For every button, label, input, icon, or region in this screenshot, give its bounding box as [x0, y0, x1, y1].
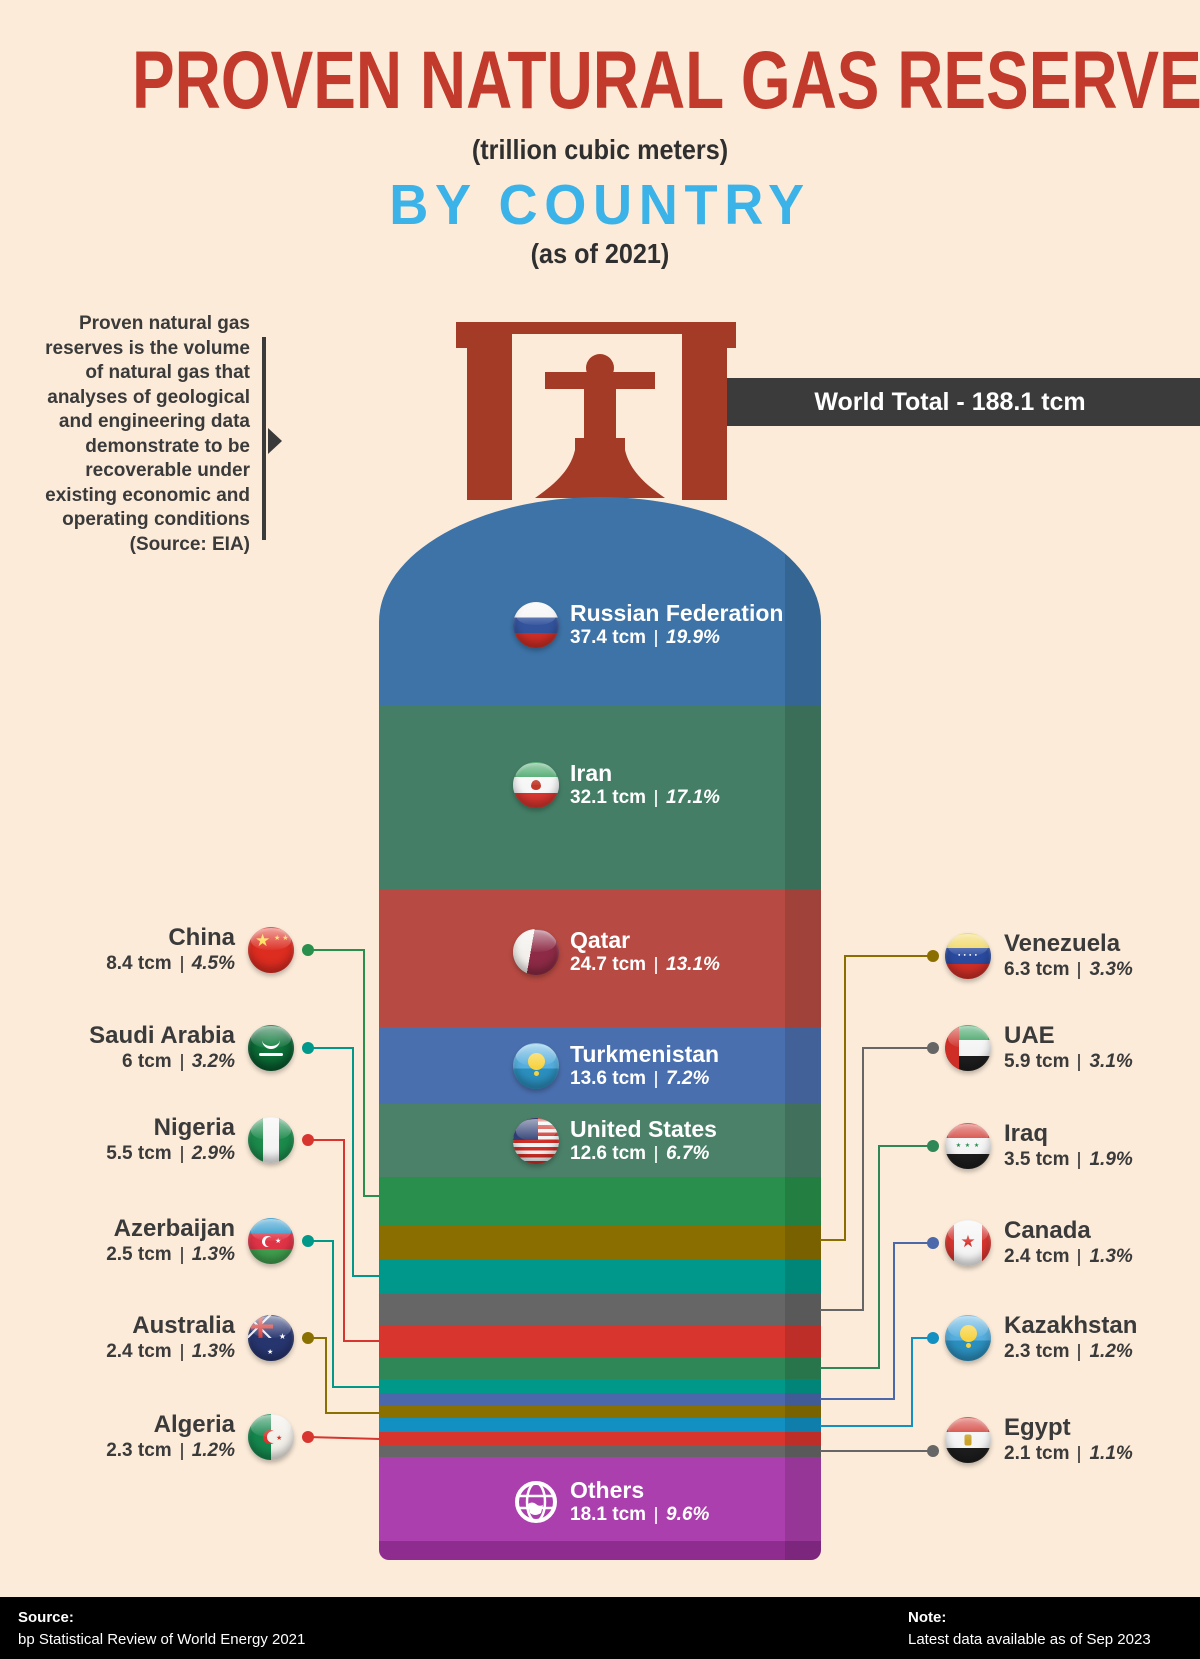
- band-others: [379, 1457, 821, 1541]
- band-russia: [379, 497, 821, 705]
- definition-text: Proven natural gas reserves is the volum…: [45, 313, 250, 555]
- by-country-heading: BY COUNTRY: [389, 173, 811, 237]
- connector-china: [308, 949, 380, 1197]
- band-azerbaijan: [379, 1379, 821, 1393]
- band-egypt: [379, 1445, 821, 1457]
- connector-canada: [820, 1242, 933, 1400]
- qatar-flag-icon: [513, 929, 559, 975]
- band-turkmenistan: [379, 1027, 821, 1104]
- dot-azerbaijan: [302, 1235, 314, 1247]
- dot-saudi-arabia: [302, 1042, 314, 1054]
- azerbaijan-flag-icon: [248, 1218, 294, 1264]
- footer-bar: Source: bp Statistical Review of World E…: [0, 1597, 1200, 1659]
- band-iraq: [379, 1357, 821, 1379]
- label-australia: Australia 2.4 tcm 1.3%: [20, 1307, 294, 1369]
- iraq-flag-icon: [945, 1123, 991, 1169]
- saudi-arabia-flag-icon: [248, 1025, 294, 1071]
- band-china: [379, 1177, 821, 1226]
- uae-flag-icon: [945, 1025, 991, 1071]
- label-azerbaijan: Azerbaijan 2.5 tcm 1.3%: [20, 1210, 294, 1272]
- band-algeria: [379, 1432, 821, 1445]
- kazakhstan-flag-icon: [945, 1315, 991, 1361]
- iran-flag-icon: [513, 762, 559, 808]
- dot-china: [302, 944, 314, 956]
- label-turkmenistan: Turkmenistan 13.6 tcm 7.2%: [513, 1041, 719, 1089]
- dot-algeria: [302, 1431, 314, 1443]
- label-kazakhstan: Kazakhstan 2.3 tcm 1.2%: [945, 1307, 1137, 1369]
- label-russia: Russian Federation 37.4 tcm 19.9%: [513, 600, 783, 648]
- turkmenistan-flag-icon: [513, 1043, 559, 1089]
- band-nigeria: [379, 1325, 821, 1357]
- dot-nigeria: [302, 1134, 314, 1146]
- band-united-states: [379, 1104, 821, 1177]
- russia-flag-icon: [513, 602, 559, 648]
- label-saudi-arabia: Saudi Arabia 6 tcm 3.2%: [20, 1017, 294, 1079]
- connector-uae: [820, 1047, 933, 1311]
- connector-iraq: [820, 1145, 933, 1369]
- label-nigeria: Nigeria 5.5 tcm 2.9%: [20, 1109, 294, 1171]
- label-china: China 8.4 tcm 4.5%: [20, 919, 294, 981]
- dot-uae: [927, 1042, 939, 1054]
- as-of-subtitle: (as of 2021): [530, 238, 670, 269]
- page-title: PROVEN NATURAL GAS RESERVES: [132, 35, 1200, 126]
- units-subtitle: (trillion cubic meters): [471, 134, 729, 165]
- band-qatar: [379, 889, 821, 1027]
- label-algeria: Algeria 2.3 tcm 1.2%: [20, 1406, 294, 1468]
- cylinder-base: [379, 1541, 821, 1560]
- band-kazakhstan: [379, 1418, 821, 1432]
- label-uae: UAE 5.9 tcm 3.1%: [945, 1017, 1133, 1079]
- label-iran: Iran 32.1 tcm 17.1%: [513, 760, 720, 808]
- band-venezuela: [379, 1226, 821, 1259]
- connector-kazakhstan: [820, 1337, 933, 1427]
- label-egypt: Egypt 2.1 tcm 1.1%: [945, 1409, 1133, 1471]
- connector-nigeria: [308, 1139, 380, 1342]
- dot-kazakhstan: [927, 1332, 939, 1344]
- dot-venezuela: [927, 950, 939, 962]
- band-canada: [379, 1393, 821, 1406]
- definition-divider-bar: [262, 337, 266, 540]
- label-venezuela: Venezuela 6.3 tcm 3.3%: [945, 925, 1133, 987]
- dot-egypt: [927, 1445, 939, 1457]
- egypt-flag-icon: [945, 1417, 991, 1463]
- label-iraq: Iraq 3.5 tcm 1.9%: [945, 1115, 1133, 1177]
- venezuela-flag-icon: [945, 933, 991, 979]
- nigeria-flag-icon: [248, 1117, 294, 1163]
- band-saudi-arabia: [379, 1259, 821, 1294]
- connector-venezuela: [820, 955, 933, 1241]
- gas-cylinder-chart: [379, 497, 821, 1560]
- connector-azerbaijan: [308, 1240, 380, 1388]
- label-united-states: United States 12.6 tcm 6.7%: [513, 1116, 717, 1164]
- footer-note: Note: Latest data available as of Sep 20…: [908, 1609, 1151, 1648]
- connector-algeria: [307, 1436, 381, 1440]
- definition-arrow-icon: [268, 428, 282, 454]
- australia-flag-icon: [248, 1315, 294, 1361]
- footer-source: Source: bp Statistical Review of World E…: [18, 1609, 306, 1648]
- united-states-flag-icon: [513, 1118, 559, 1164]
- gas-valve-icon: [456, 322, 736, 500]
- cylinder-shading: [785, 497, 821, 1560]
- canada-flag-icon: [945, 1220, 991, 1266]
- globe-icon: [515, 1481, 557, 1523]
- dot-iraq: [927, 1140, 939, 1152]
- algeria-flag-icon: [248, 1414, 294, 1460]
- label-others: Others 18.1 tcm 9.6%: [513, 1477, 709, 1525]
- dot-canada: [927, 1237, 939, 1249]
- band-uae: [379, 1294, 821, 1325]
- label-qatar: Qatar 24.7 tcm 13.1%: [513, 927, 720, 975]
- band-australia: [379, 1406, 821, 1418]
- band-iran: [379, 705, 821, 889]
- dot-australia: [302, 1332, 314, 1344]
- world-total-banner: World Total - 188.1 tcm: [700, 378, 1200, 426]
- connector-saudi-arabia: [308, 1047, 380, 1277]
- china-flag-icon: [248, 927, 294, 973]
- connector-australia: [308, 1337, 380, 1414]
- label-canada: Canada 2.4 tcm 1.3%: [945, 1212, 1133, 1274]
- world-total-label: World Total - 188.1 tcm: [814, 387, 1086, 416]
